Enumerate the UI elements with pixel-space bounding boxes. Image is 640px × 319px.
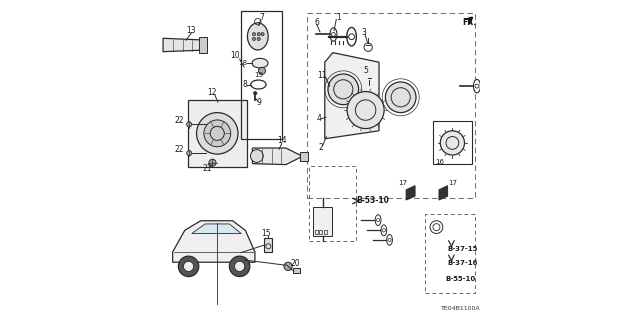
- Text: 9: 9: [257, 98, 262, 107]
- Circle shape: [252, 33, 255, 36]
- Text: 7: 7: [259, 13, 264, 22]
- Text: 4: 4: [317, 114, 322, 123]
- Text: 12: 12: [207, 88, 216, 97]
- Bar: [293, 268, 300, 273]
- Circle shape: [229, 256, 250, 277]
- Circle shape: [250, 150, 263, 162]
- Polygon shape: [173, 221, 255, 262]
- Ellipse shape: [248, 23, 268, 50]
- Text: 8: 8: [242, 80, 247, 89]
- Text: 2: 2: [319, 143, 323, 152]
- Polygon shape: [163, 38, 205, 52]
- Text: 21: 21: [203, 164, 212, 173]
- Ellipse shape: [347, 27, 356, 46]
- Circle shape: [440, 131, 465, 155]
- Ellipse shape: [375, 215, 381, 226]
- Bar: [264, 238, 272, 252]
- Circle shape: [257, 37, 260, 41]
- Bar: [300, 152, 308, 161]
- Polygon shape: [324, 53, 379, 139]
- Bar: [308, 166, 356, 241]
- Circle shape: [234, 261, 244, 271]
- Bar: [241, 11, 282, 139]
- Polygon shape: [192, 224, 241, 234]
- Bar: [433, 121, 472, 164]
- Circle shape: [347, 92, 384, 129]
- Text: 18: 18: [238, 60, 247, 66]
- Circle shape: [179, 256, 199, 277]
- Text: 17: 17: [448, 180, 457, 186]
- Polygon shape: [406, 186, 415, 200]
- Ellipse shape: [381, 225, 387, 236]
- Ellipse shape: [252, 58, 268, 68]
- Polygon shape: [439, 186, 447, 200]
- Bar: [323, 230, 326, 234]
- Text: 14: 14: [277, 137, 287, 145]
- Text: 5: 5: [363, 66, 368, 75]
- Text: B-37-15: B-37-15: [448, 246, 478, 252]
- Text: 22: 22: [175, 145, 184, 154]
- Circle shape: [385, 82, 416, 113]
- Text: FR.: FR.: [462, 19, 476, 27]
- Bar: [313, 207, 332, 236]
- Text: 15: 15: [261, 229, 271, 238]
- Circle shape: [257, 33, 260, 36]
- Ellipse shape: [330, 28, 337, 41]
- Bar: [307, 13, 475, 198]
- Text: TE04B1100A: TE04B1100A: [440, 306, 480, 311]
- Circle shape: [204, 120, 230, 147]
- Circle shape: [328, 74, 358, 105]
- Circle shape: [187, 151, 192, 156]
- Text: B-37-16: B-37-16: [448, 260, 478, 266]
- Ellipse shape: [387, 234, 392, 245]
- Circle shape: [261, 33, 264, 36]
- Circle shape: [209, 159, 216, 166]
- Circle shape: [284, 262, 292, 271]
- Bar: [200, 37, 207, 53]
- Circle shape: [253, 92, 257, 95]
- Text: 1: 1: [336, 13, 341, 22]
- Circle shape: [259, 67, 266, 74]
- Circle shape: [252, 37, 255, 41]
- Circle shape: [196, 113, 238, 154]
- Text: B-55-10: B-55-10: [445, 276, 476, 282]
- Text: 6: 6: [314, 18, 319, 27]
- Text: 22: 22: [175, 116, 184, 125]
- Text: B-53-10: B-53-10: [356, 197, 389, 205]
- Bar: [425, 214, 475, 293]
- Polygon shape: [252, 148, 303, 165]
- Polygon shape: [188, 100, 246, 167]
- Ellipse shape: [474, 79, 481, 93]
- Text: 3: 3: [361, 28, 366, 37]
- Text: 17: 17: [398, 180, 407, 186]
- Bar: [319, 230, 322, 234]
- Text: 16: 16: [435, 159, 444, 165]
- Text: 19: 19: [254, 72, 263, 78]
- Circle shape: [187, 122, 192, 127]
- Bar: [315, 230, 318, 234]
- Text: 10: 10: [230, 51, 240, 60]
- Circle shape: [184, 261, 194, 271]
- Text: 13: 13: [187, 26, 196, 35]
- Text: 11: 11: [317, 71, 327, 80]
- Text: 20: 20: [291, 259, 300, 268]
